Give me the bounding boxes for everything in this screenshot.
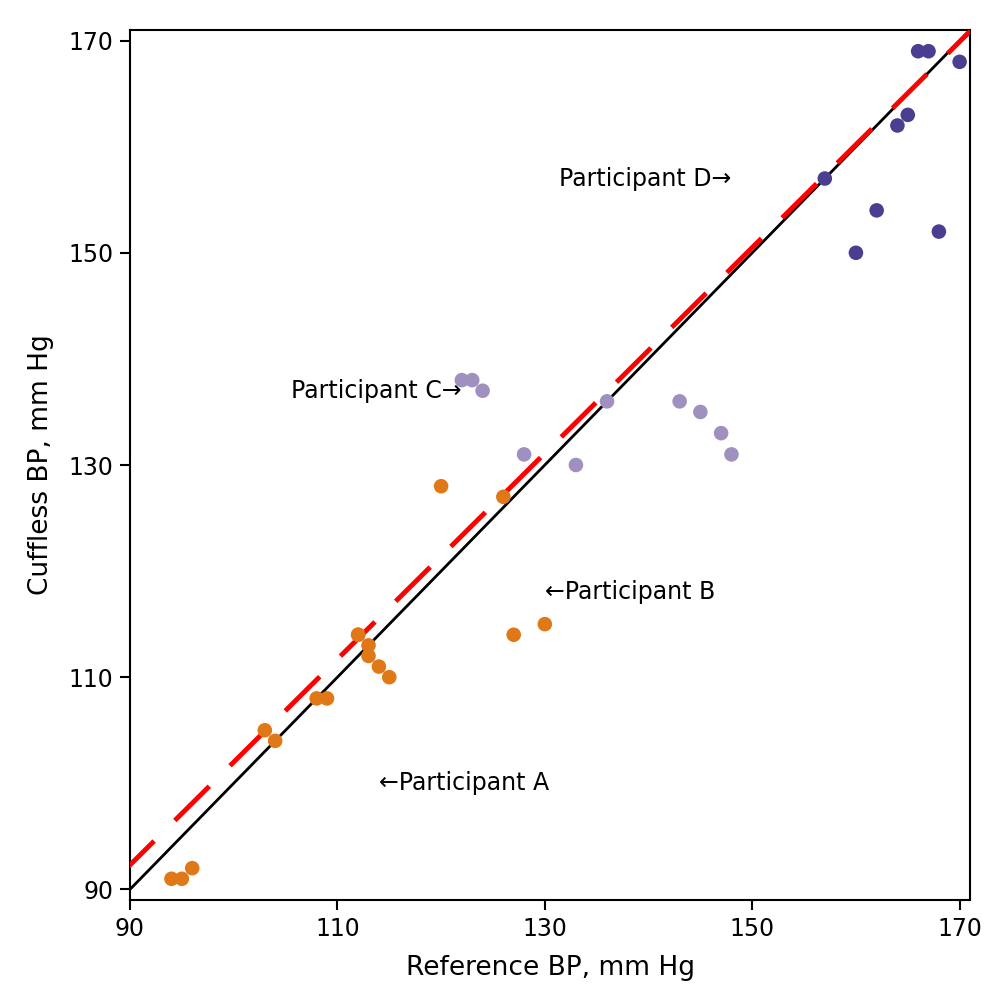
Point — [516, 446, 532, 462]
Point — [672, 393, 688, 409]
Point — [267, 733, 283, 749]
Point — [174, 871, 190, 887]
Point — [361, 648, 377, 664]
Text: Participant D→: Participant D→ — [559, 167, 731, 191]
Text: ←Participant A: ←Participant A — [379, 771, 549, 795]
Point — [184, 860, 200, 876]
Point — [931, 224, 947, 240]
Point — [599, 393, 615, 409]
Point — [350, 627, 366, 643]
Text: Participant C→: Participant C→ — [291, 379, 462, 403]
Point — [257, 722, 273, 738]
Point — [869, 202, 885, 218]
Point — [900, 107, 916, 123]
Point — [713, 425, 729, 441]
Point — [464, 372, 480, 388]
Point — [361, 637, 377, 653]
X-axis label: Reference BP, mm Hg: Reference BP, mm Hg — [406, 955, 694, 981]
Point — [568, 457, 584, 473]
Point — [506, 627, 522, 643]
Point — [817, 171, 833, 187]
Point — [723, 446, 739, 462]
Point — [475, 383, 491, 399]
Point — [350, 627, 366, 643]
Point — [537, 616, 553, 632]
Point — [692, 404, 708, 420]
Point — [848, 245, 864, 261]
Y-axis label: Cuffless BP, mm Hg: Cuffless BP, mm Hg — [28, 335, 54, 595]
Point — [381, 669, 397, 685]
Point — [952, 54, 968, 70]
Point — [454, 372, 470, 388]
Point — [371, 659, 387, 675]
Point — [910, 43, 926, 59]
Point — [319, 690, 335, 706]
Point — [921, 43, 937, 59]
Point — [309, 690, 325, 706]
Point — [495, 489, 511, 505]
Text: ←Participant B: ←Participant B — [545, 580, 715, 604]
Point — [163, 871, 179, 887]
Point — [433, 478, 449, 494]
Point — [889, 117, 905, 133]
